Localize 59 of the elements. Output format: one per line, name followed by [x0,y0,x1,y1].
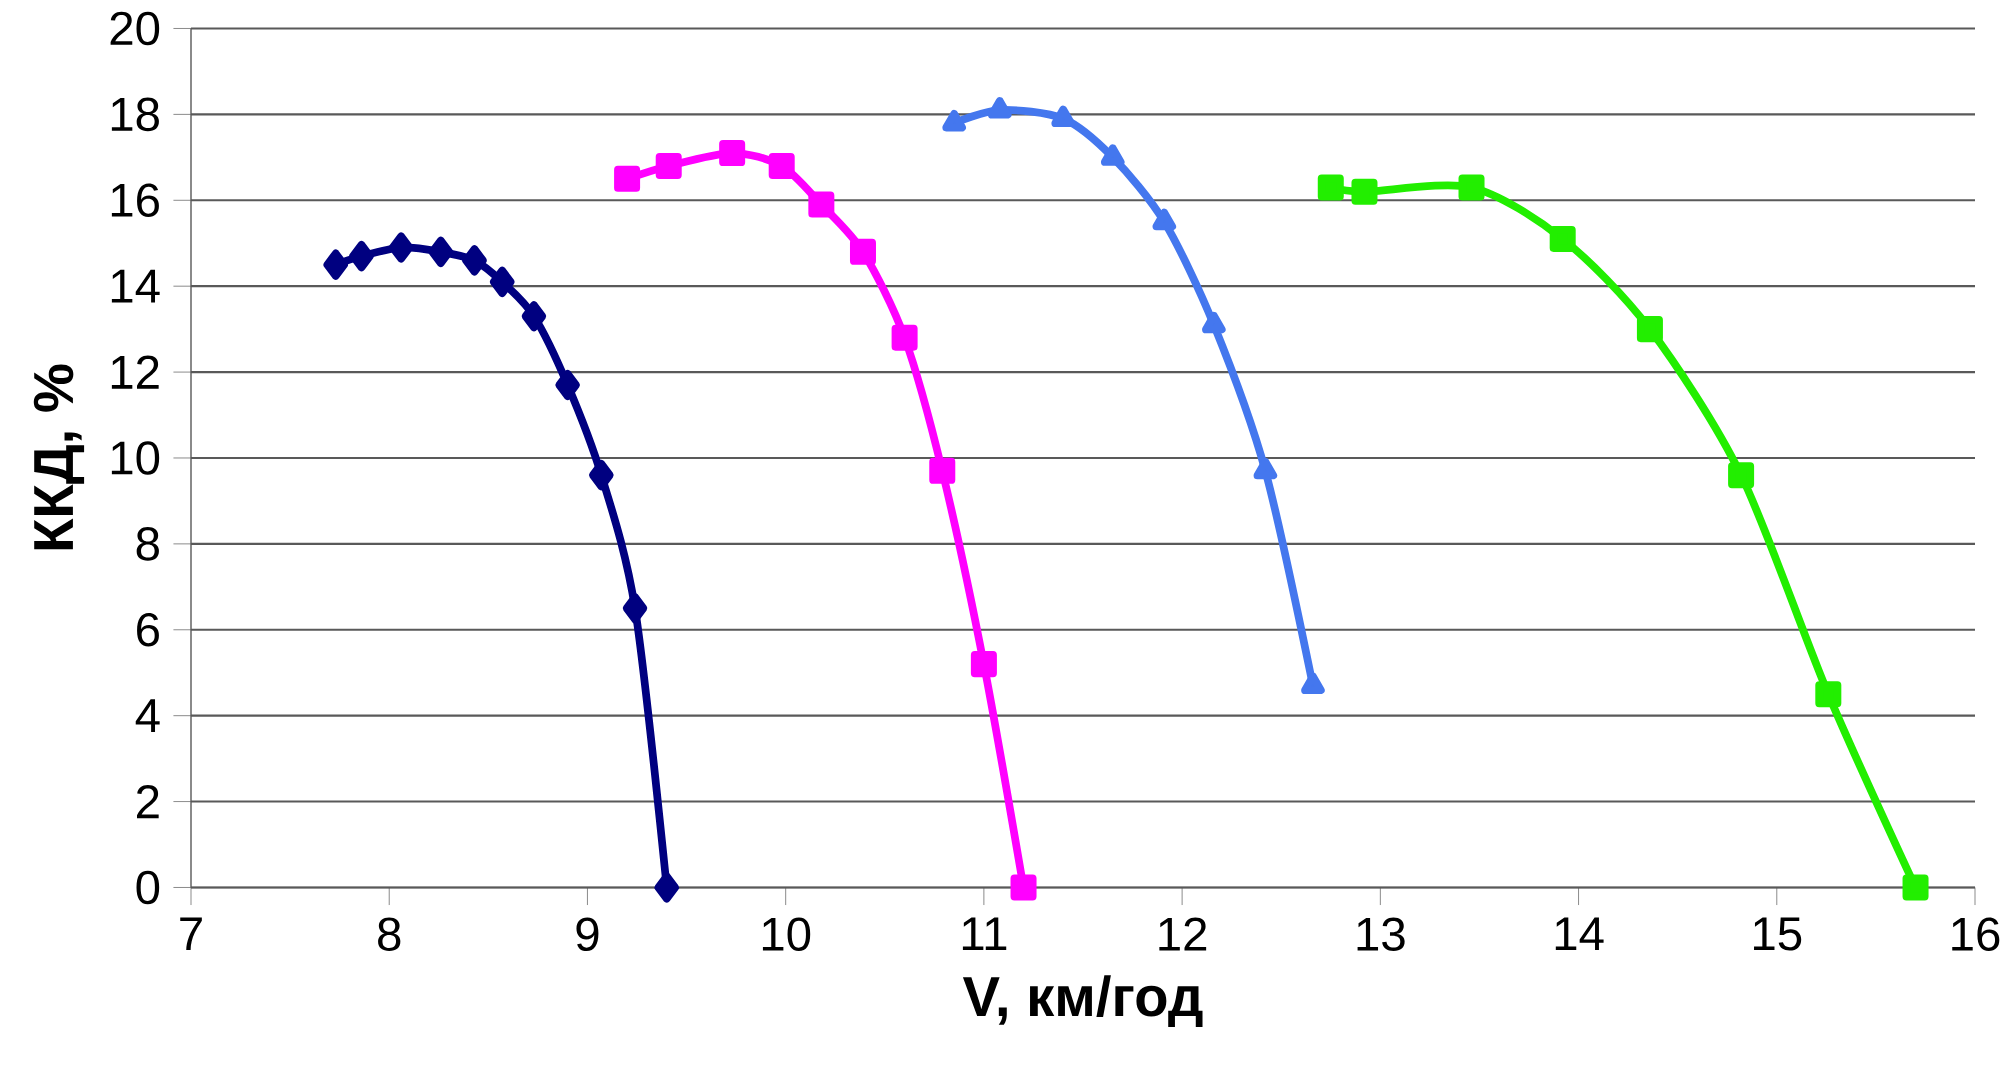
point [1253,457,1278,480]
point [388,232,414,263]
point [323,249,349,280]
point [1351,178,1378,205]
x-tick-label: 16 [1952,917,2000,951]
point [1549,225,1576,252]
x-tick-label: 11 [962,917,1007,950]
point [768,152,795,179]
point [970,650,997,677]
x-tick-label: 13 [1357,917,1405,951]
point [654,872,680,903]
point [614,165,641,192]
point [1815,680,1842,707]
point [1010,874,1037,901]
point [1458,174,1485,201]
point [719,139,746,166]
y-tick-label: 20 [110,11,160,46]
point [462,245,487,276]
y-tick-label: 18 [111,97,159,131]
x-tick-label: 14 [1555,917,1604,950]
x-tick-label: 10 [762,917,811,951]
point [1636,315,1663,342]
point [1902,874,1929,901]
y-tick-label: 4 [135,699,160,732]
y-tick-label: 10 [111,440,160,475]
y-axis-title: ККД, % [33,364,85,549]
point [891,324,918,351]
point [1100,144,1125,166]
point [622,592,648,624]
x-tick-label: 7 [180,917,202,950]
x-tick-label: 12 [1159,917,1207,951]
point [655,152,682,179]
point [1051,105,1075,127]
y-tick-label: 16 [111,183,159,217]
y-tick-label: 12 [111,355,159,389]
y-tick-label: 6 [137,612,159,647]
point [987,96,1012,119]
point [849,238,876,265]
point [808,191,835,218]
y-tick-label: 2 [137,784,159,818]
y-tick-label: 8 [136,526,159,561]
x-tick-label: 9 [576,917,599,951]
point [942,109,966,132]
point [489,266,515,297]
x-axis-title: V, км/год [962,974,1203,1027]
point [1202,311,1226,334]
y-tick-label: 14 [111,269,160,303]
point [428,236,454,267]
point [589,459,614,491]
point [1152,208,1177,230]
x-tick-label: 8 [378,917,401,951]
point [1317,174,1344,201]
point [349,240,374,271]
x-tick-label: 15 [1754,917,1802,951]
point [521,300,547,332]
point [555,369,580,400]
y-tick-label: 0 [136,870,160,905]
point [1728,461,1755,488]
point [929,457,956,484]
